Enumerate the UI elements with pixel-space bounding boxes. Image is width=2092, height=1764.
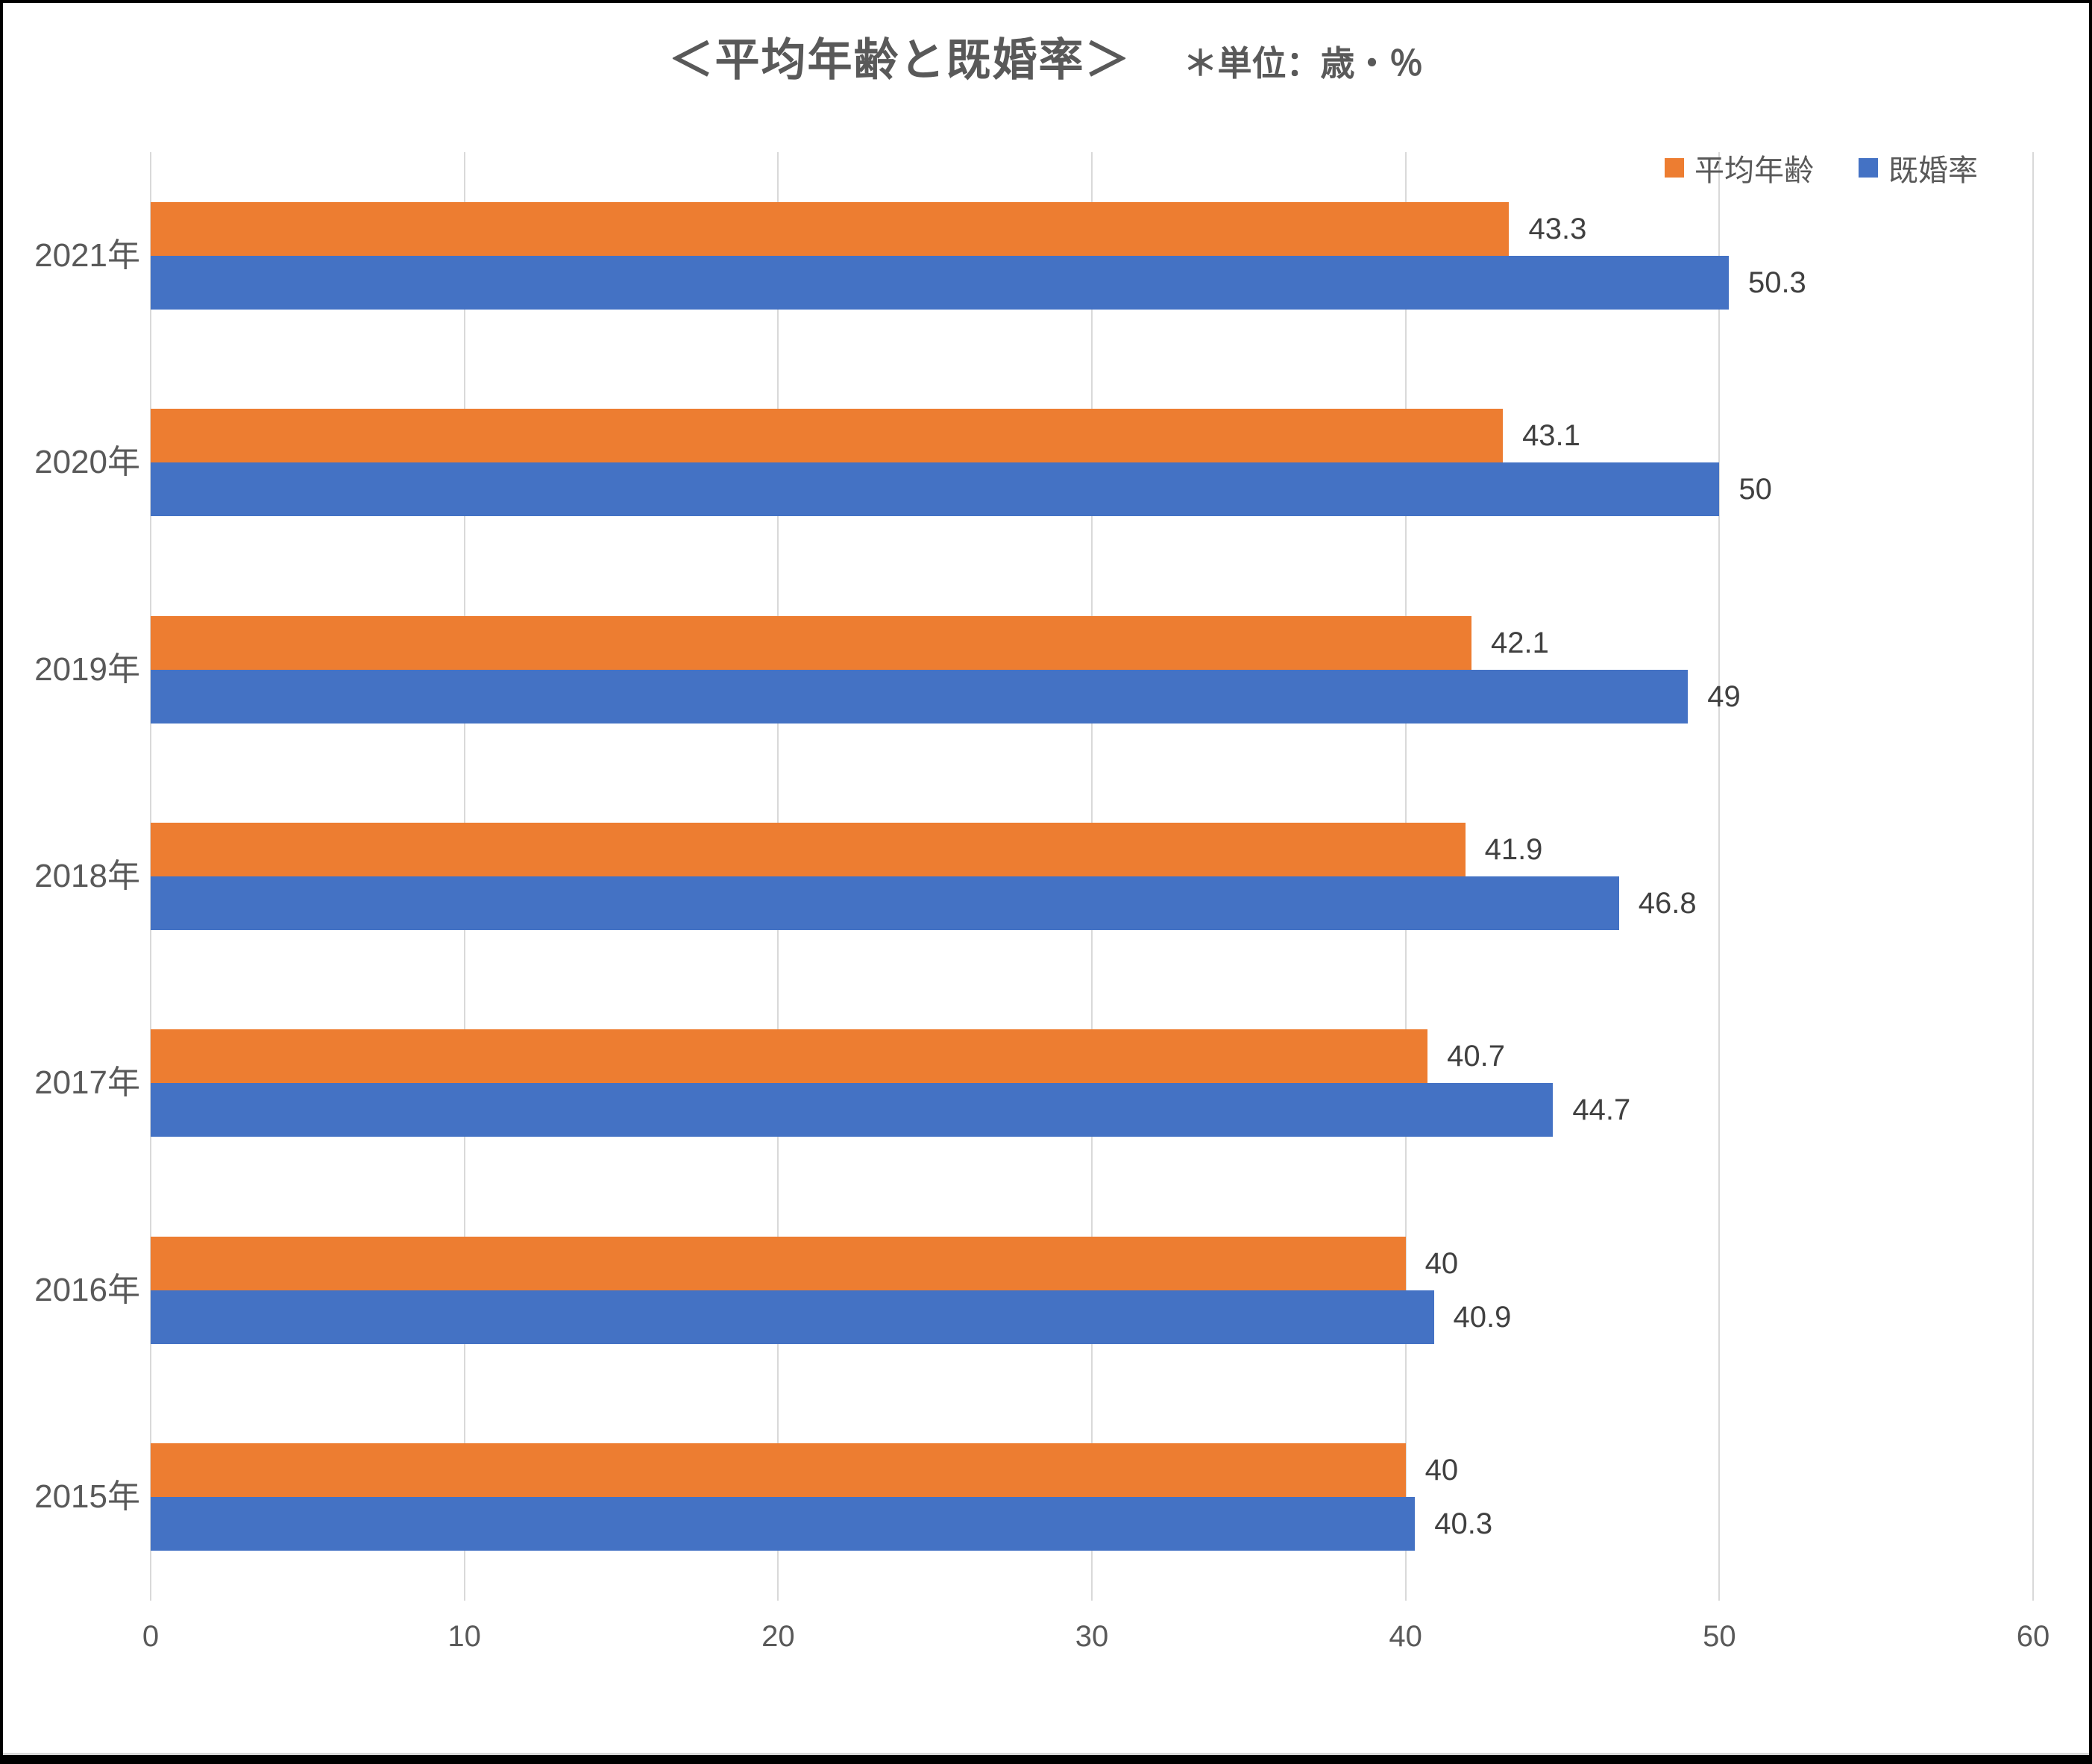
legend-label-average-age: 平均年齢 bbox=[1694, 154, 1814, 187]
category-label: 2015年 bbox=[34, 1478, 140, 1516]
legend-label-married-rate: 既婚率 bbox=[1888, 154, 1978, 187]
legend-item-average-age: 平均年齢 bbox=[1665, 146, 1814, 189]
bar-value-label: 40.9 bbox=[1453, 1300, 1512, 1334]
bar-married-rate bbox=[151, 876, 1619, 930]
bar-value-label: 42.1 bbox=[1491, 626, 1549, 659]
x-axis: 0 10 20 30 40 50 60 bbox=[142, 1620, 2049, 1665]
gridline bbox=[1718, 152, 1721, 1601]
bar-value-label: 40 bbox=[1424, 1454, 1459, 1487]
window-bottom-edge bbox=[3, 1753, 2089, 1761]
bar-value-label: 40.3 bbox=[1434, 1507, 1493, 1541]
legend-item-married-rate: 既婚率 bbox=[1859, 146, 1978, 189]
x-tick-label: 40 bbox=[1389, 1620, 1422, 1653]
category-label: 2019年 bbox=[34, 650, 140, 688]
x-tick-label: 50 bbox=[1703, 1620, 1736, 1653]
category-axis: 2021年 2020年 2019年 2018年 2017年 2016年 2015年 bbox=[3, 152, 140, 1601]
category-label: 2016年 bbox=[34, 1271, 140, 1308]
x-tick-label: 10 bbox=[447, 1620, 481, 1653]
bar-married-rate bbox=[151, 462, 1720, 517]
x-tick-label: 30 bbox=[1075, 1620, 1109, 1653]
category-label: 2020年 bbox=[34, 444, 140, 481]
bar-married-rate bbox=[151, 1083, 1554, 1137]
bar-average-age bbox=[151, 615, 1471, 670]
bar-value-label: 50.3 bbox=[1747, 266, 1806, 299]
legend-swatch-married-rate-icon bbox=[1859, 158, 1878, 178]
chart-subtitle: ＊単位：歳・％ bbox=[1183, 44, 1424, 83]
bar-married-rate bbox=[151, 1497, 1416, 1551]
bar-average-age bbox=[151, 1029, 1428, 1084]
bar-value-label: 40.7 bbox=[1447, 1040, 1505, 1073]
bar-average-age bbox=[151, 1443, 1406, 1498]
bar-value-label: 43.3 bbox=[1528, 212, 1587, 245]
bar-value-label: 40 bbox=[1424, 1246, 1459, 1280]
bar-value-label: 49 bbox=[1707, 679, 1741, 713]
gridline bbox=[2032, 152, 2034, 1601]
category-label: 2018年 bbox=[34, 858, 140, 894]
bar-married-rate bbox=[151, 669, 1689, 724]
bar-value-label: 43.1 bbox=[1522, 419, 1580, 453]
x-tick-label: 0 bbox=[142, 1620, 160, 1653]
chart-title: ＜平均年齢と既婚率＞ bbox=[668, 35, 1131, 85]
category-label: 2017年 bbox=[34, 1064, 140, 1102]
bar-married-rate bbox=[151, 1290, 1434, 1344]
legend-swatch-average-age-icon bbox=[1665, 158, 1684, 178]
x-tick-label: 20 bbox=[761, 1620, 795, 1653]
bar-average-age bbox=[151, 1236, 1406, 1290]
bar-married-rate bbox=[151, 255, 1729, 310]
x-tick-label: 60 bbox=[2016, 1620, 2050, 1653]
bar-value-label: 46.8 bbox=[1638, 887, 1697, 920]
bar-value-label: 44.7 bbox=[1572, 1093, 1631, 1127]
category-label: 2021年 bbox=[34, 236, 140, 274]
bar-value-label: 41.9 bbox=[1484, 833, 1543, 866]
bar-average-age bbox=[151, 409, 1504, 463]
plot-area: 43.3 50.3 43.1 50 42.1 49 41.9 46.8 40.7 44.7 40 40… bbox=[150, 152, 2034, 1601]
bar-average-age bbox=[151, 823, 1466, 876]
bar-average-age bbox=[151, 201, 1510, 256]
chart-header: ＜平均年齢と既婚率＞ ＊単位：歳・％ bbox=[3, 24, 2089, 89]
bar-value-label: 50 bbox=[1738, 473, 1772, 506]
chart-legend: 平均年齢 既婚率 bbox=[1665, 146, 1978, 189]
